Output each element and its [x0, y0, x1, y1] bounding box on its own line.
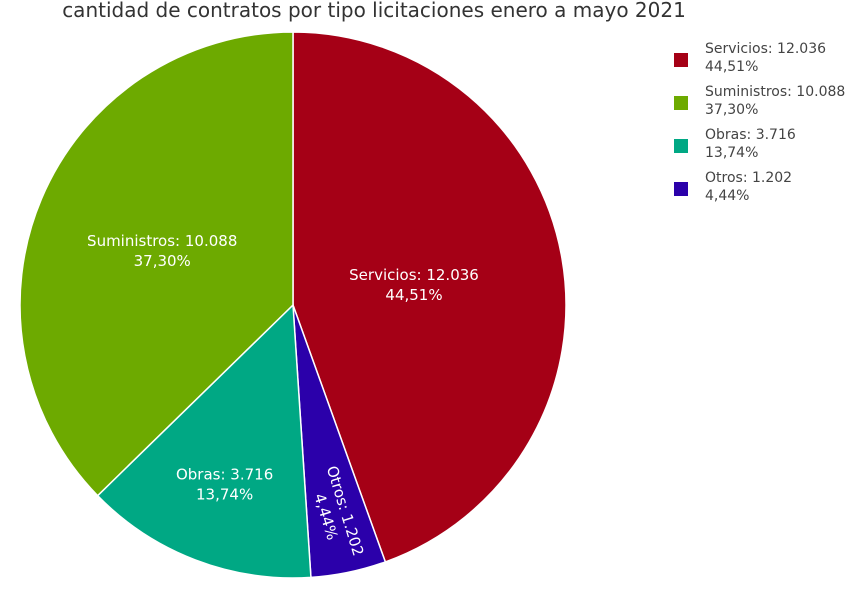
- legend-label: Servicios: 12.036: [705, 41, 826, 57]
- slice-label-percent: 44,51%: [385, 286, 442, 304]
- slice-label-percent: 13,74%: [196, 485, 253, 503]
- slice-label-suministros: Suministros: 10.088 37,30%: [87, 232, 237, 270]
- slice-label-percent: 37,30%: [134, 252, 191, 270]
- slice-label-name: Suministros: 10.088: [87, 232, 237, 250]
- legend-label: Obras: 3.716: [705, 127, 796, 143]
- legend-swatch: [674, 96, 688, 110]
- legend-label: Suministros: 10.088: [705, 84, 845, 100]
- legend-percent: 13,74%: [705, 145, 758, 161]
- slices-group: [19, 31, 567, 579]
- slice-label-obras: Obras: 3.716 13,74%: [176, 465, 273, 503]
- pie-slice-suministros[interactable]: [19, 31, 294, 497]
- legend-swatch: [674, 182, 688, 196]
- legend-label: Otros: 1.202: [705, 170, 792, 186]
- legend: Servicios: 12.036 44,51% Suministros: 10.0…: [674, 41, 845, 204]
- slice-label-name: Servicios: 12.036: [349, 266, 479, 284]
- chart-title: cantidad de contratos por tipo licitacio…: [62, 0, 686, 22]
- legend-item[interactable]: Suministros: 10.088 37,30%: [674, 84, 845, 118]
- pie-slice-servicios[interactable]: [292, 31, 567, 563]
- legend-percent: 4,44%: [705, 188, 749, 204]
- legend-item[interactable]: Otros: 1.202 4,44%: [674, 170, 792, 204]
- legend-percent: 37,30%: [705, 102, 758, 118]
- legend-item[interactable]: Servicios: 12.036 44,51%: [674, 41, 826, 75]
- slice-label-servicios: Servicios: 12.036 44,51%: [349, 266, 479, 304]
- legend-swatch: [674, 53, 688, 67]
- legend-item[interactable]: Obras: 3.716 13,74%: [674, 127, 796, 161]
- slice-label-name: Obras: 3.716: [176, 465, 273, 483]
- legend-percent: 44,51%: [705, 59, 758, 75]
- pie-slice-obras[interactable]: [96, 303, 312, 579]
- legend-swatch: [674, 139, 688, 153]
